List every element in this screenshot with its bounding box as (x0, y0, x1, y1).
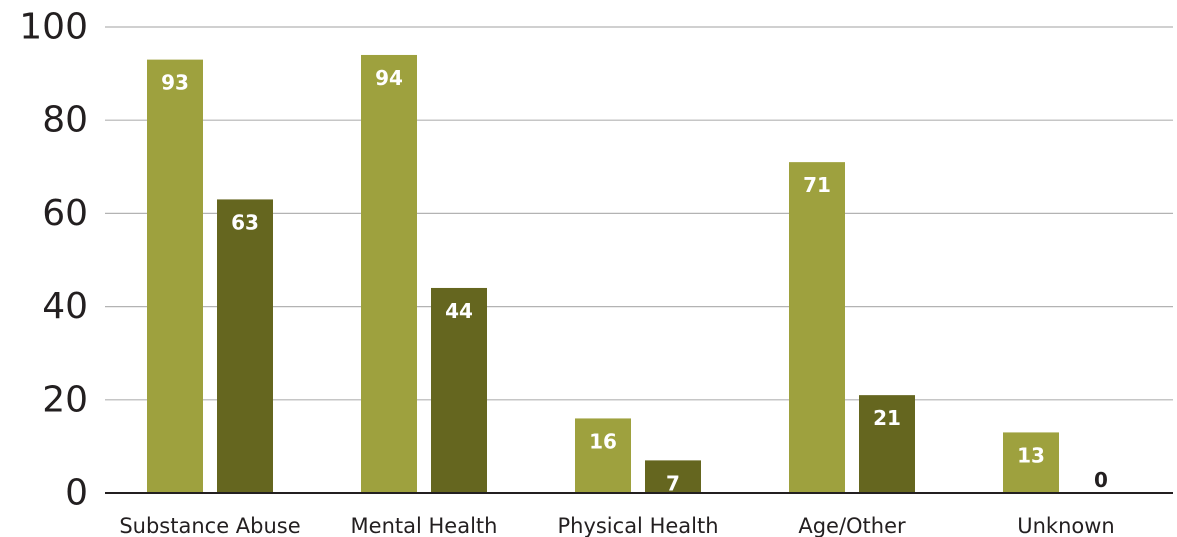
gridlines (105, 26, 1173, 401)
data-label: 7 (666, 471, 680, 495)
bar (217, 199, 273, 494)
data-label: 21 (873, 406, 901, 430)
bar (645, 460, 701, 493)
y-tick-label: 100 (19, 7, 88, 48)
bar (147, 59, 203, 494)
y-tick-label: 20 (42, 379, 88, 420)
y-axis-ticks: 0 20 40 60 80 100 (19, 7, 88, 514)
y-tick-label: 80 (42, 100, 88, 141)
data-label: 63 (231, 210, 259, 234)
data-label: 71 (803, 173, 831, 197)
bar (789, 162, 845, 493)
bars (147, 54, 1059, 494)
bar (431, 287, 487, 493)
category-label: Substance Abuse (119, 514, 300, 537)
x-axis-ticks: Substance Abuse Mental Health Physical Hea… (119, 514, 1114, 537)
category-label: Age/Other (798, 514, 906, 537)
data-label: 44 (445, 299, 473, 323)
y-tick-label: 60 (42, 193, 88, 234)
data-label: 0 (1094, 468, 1108, 492)
category-label: Unknown (1017, 514, 1114, 537)
y-tick-label: 0 (65, 473, 88, 514)
data-label: 16 (589, 429, 617, 453)
category-label: Physical Health (557, 514, 718, 537)
data-label: 13 (1017, 443, 1045, 467)
data-labels: 93 63 94 44 16 7 71 21 13 0 (161, 66, 1108, 495)
bar (361, 54, 417, 494)
y-tick-label: 40 (42, 286, 88, 327)
bar (859, 395, 915, 493)
category-label: Mental Health (351, 514, 498, 537)
data-label: 93 (161, 71, 189, 95)
data-label: 94 (375, 66, 403, 90)
bar (575, 418, 631, 493)
bar (1003, 432, 1059, 493)
